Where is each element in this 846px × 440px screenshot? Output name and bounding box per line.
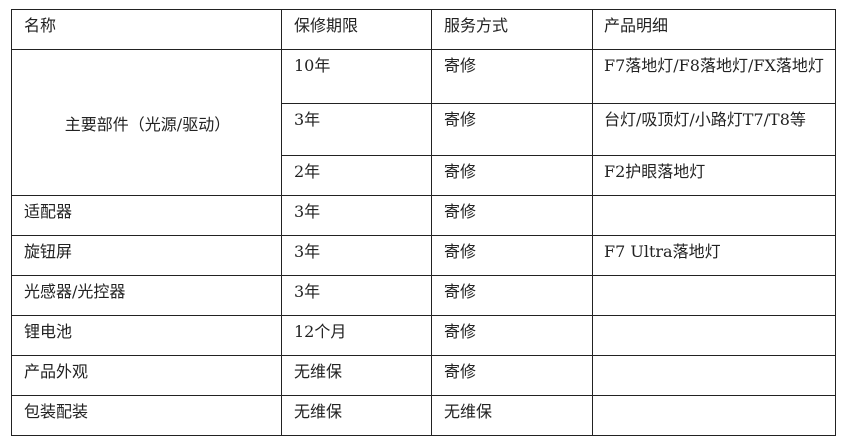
table-row: 适配器 3年 寄修: [11, 195, 836, 236]
header-name: 名称: [11, 9, 282, 50]
service-cell: 寄修: [431, 235, 593, 276]
products-cell: [592, 355, 836, 396]
products-cell: F7 Ultra落地灯: [592, 235, 836, 276]
table-row: 3年 寄修 台灯/吸顶灯/小路灯T7/T8等: [12, 103, 836, 156]
header-row: 名称 保修期限 服务方式 产品明细: [11, 9, 836, 50]
header-period: 保修期限: [281, 9, 432, 50]
warranty-table: 名称 保修期限 服务方式 产品明细 主要部件（光源/驱动） 10年 寄修 F7落…: [11, 9, 836, 436]
name-cell: 产品外观: [11, 355, 282, 396]
products-cell: [592, 315, 836, 356]
table-row: 旋钮屏 3年 寄修 F7 Ultra落地灯: [11, 235, 836, 276]
service-cell: 寄修: [431, 103, 593, 156]
products-cell: [592, 395, 836, 436]
service-cell: 寄修: [431, 355, 593, 396]
table-row: 主要部件（光源/驱动） 10年 寄修 F7落地灯/F8落地灯/FX落地灯: [11, 49, 836, 196]
period-cell: 2年: [281, 155, 432, 196]
table-row: 产品外观 无维保 寄修: [11, 355, 836, 396]
table-row: 2年 寄修 F2护眼落地灯: [12, 155, 836, 196]
name-cell: 光感器/光控器: [11, 275, 282, 316]
service-cell: 无维保: [431, 395, 593, 436]
period-cell: 3年: [281, 195, 432, 236]
period-cell: 12个月: [281, 315, 432, 356]
table-row: 包装配装 无维保 无维保: [11, 395, 836, 436]
table-row: 锂电池 12个月 寄修: [11, 315, 836, 356]
period-cell: 无维保: [281, 395, 432, 436]
products-cell: F2护眼落地灯: [592, 155, 836, 196]
main-part-cell: 主要部件（光源/驱动）: [11, 49, 282, 196]
period-cell: 3年: [281, 103, 432, 156]
products-cell: [592, 195, 836, 236]
name-cell: 适配器: [11, 195, 282, 236]
service-cell: 寄修: [431, 195, 593, 236]
products-cell: F7落地灯/F8落地灯/FX落地灯: [592, 49, 836, 104]
name-cell: 包装配装: [11, 395, 282, 436]
service-cell: 寄修: [431, 49, 593, 104]
name-cell: 锂电池: [11, 315, 282, 356]
products-cell: [592, 275, 836, 316]
period-cell: 3年: [281, 235, 432, 276]
header-service: 服务方式: [431, 9, 593, 50]
service-cell: 寄修: [431, 155, 593, 196]
period-cell: 10年: [281, 49, 432, 104]
products-cell: 台灯/吸顶灯/小路灯T7/T8等: [592, 103, 836, 156]
name-cell: 旋钮屏: [11, 235, 282, 276]
period-cell: 3年: [281, 275, 432, 316]
header-products: 产品明细: [592, 9, 836, 50]
service-cell: 寄修: [431, 315, 593, 356]
service-cell: 寄修: [431, 275, 593, 316]
table-row: 光感器/光控器 3年 寄修: [11, 275, 836, 316]
period-cell: 无维保: [281, 355, 432, 396]
